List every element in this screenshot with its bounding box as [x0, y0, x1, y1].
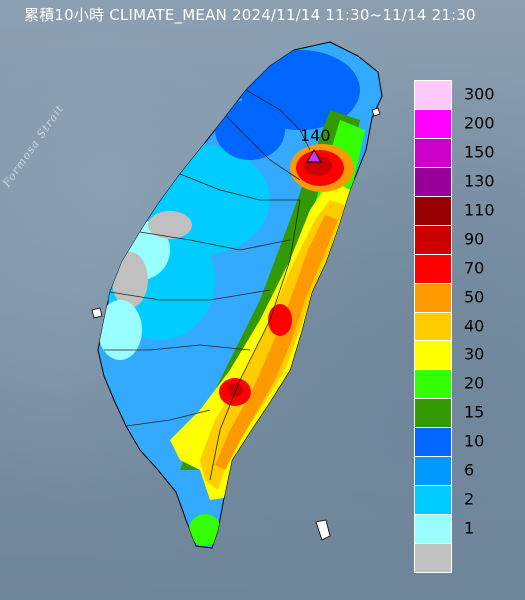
legend-label: 50: [464, 287, 485, 307]
legend-swatch: [415, 283, 451, 313]
legend-swatch: [415, 486, 451, 516]
legend-swatch: [415, 167, 451, 197]
legend-swatch: [415, 544, 451, 572]
legend-label: 200: [464, 113, 495, 133]
legend-swatch: [415, 457, 451, 487]
legend-swatch: [415, 515, 451, 544]
legend-swatch: [415, 254, 451, 284]
legend-swatch: [415, 81, 451, 110]
legend-label: 15: [464, 402, 485, 422]
legend-label: 90: [464, 229, 485, 249]
rainfall-shading: [98, 50, 365, 546]
legend-swatch: [415, 312, 451, 342]
county-boundaries: [104, 89, 311, 481]
legend-label: 40: [464, 316, 485, 335]
legend-label: 70: [464, 258, 485, 278]
legend-label: 300: [464, 84, 495, 104]
legend-label: 2: [464, 489, 475, 509]
legend-label: 20: [464, 373, 485, 393]
legend-label: 1: [464, 518, 475, 538]
color-legend: [414, 80, 452, 573]
peak-value-label: 140: [300, 126, 331, 145]
legend-swatch: [415, 399, 451, 429]
peak-marker-icon: [306, 149, 322, 163]
legend-swatch: [415, 138, 451, 168]
legend-swatch: [415, 370, 451, 400]
legend-swatch: [415, 428, 451, 458]
legend-swatch: [415, 196, 451, 226]
legend-label: 10: [464, 431, 485, 451]
legend-label: 150: [464, 142, 495, 162]
legend-label: 110: [464, 200, 495, 220]
penghu-islands: [91, 307, 103, 319]
legend-label: 130: [464, 171, 495, 191]
legend-label: 6: [464, 460, 475, 480]
green-island: [315, 519, 331, 541]
legend-swatch: [415, 225, 451, 255]
legend-swatch: [415, 341, 451, 371]
kueishan-island: [371, 107, 381, 117]
map-title: 累積10小時 CLIMATE_MEAN 2024/11/14 11:30~11/…: [24, 6, 476, 24]
legend-label: 30: [464, 344, 485, 364]
legend-swatch: [415, 109, 451, 139]
